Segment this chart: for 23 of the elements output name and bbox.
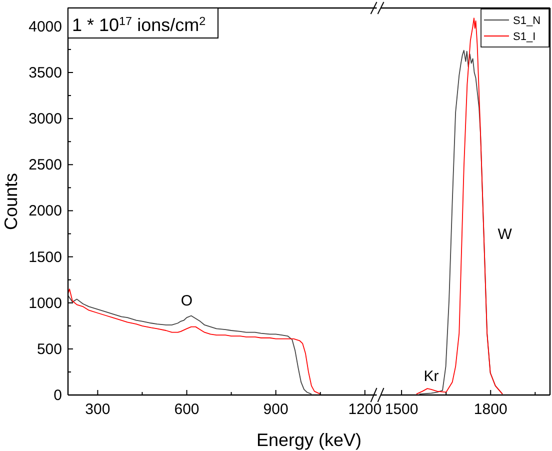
legend-label: S1_I: [513, 31, 536, 43]
x-axis-title: Energy (keV): [256, 430, 362, 450]
y-tick-label: 1500: [28, 248, 62, 266]
x-tick-label: 1500: [384, 401, 418, 418]
x-tick-label: 1800: [474, 401, 508, 418]
y-tick-label: 3500: [28, 64, 62, 82]
x-tick-label: 600: [174, 401, 200, 418]
x-tick-label: 300: [85, 401, 110, 418]
y-axis-title: Counts: [1, 172, 21, 230]
y-tick-label: 4000: [28, 18, 62, 36]
y-tick-label: 0: [54, 387, 62, 404]
x-tick-label: 1200: [348, 401, 382, 418]
y-tick-label: 500: [36, 340, 62, 358]
annotation: O: [180, 292, 193, 310]
y-tick-label: 3000: [28, 110, 62, 128]
y-tick-label: 2500: [28, 156, 62, 174]
y-tick-label: 1000: [28, 294, 62, 312]
annotation: 1 * 10$^{17}$ ions/cm$^{2}$: [72, 14, 206, 35]
y-tick-label: 2000: [28, 202, 62, 220]
annotation: W: [498, 226, 513, 243]
x-tick-label: 900: [263, 401, 288, 418]
legend-label: S1_N: [513, 15, 541, 27]
annotation: Kr: [424, 368, 439, 386]
